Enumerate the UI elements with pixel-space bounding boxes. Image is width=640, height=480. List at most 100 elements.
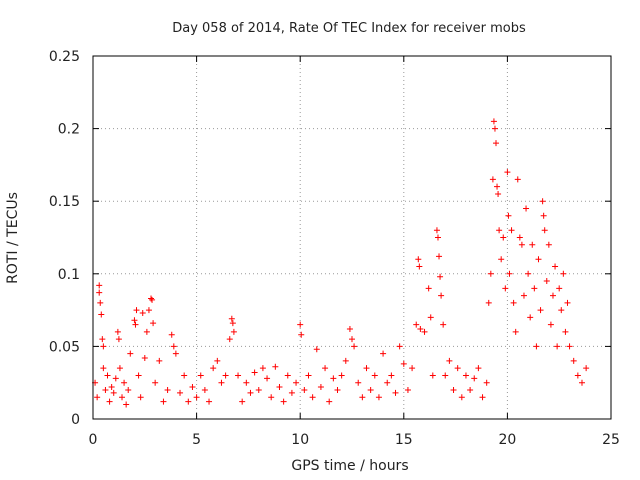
data-point — [148, 295, 155, 302]
data-point — [415, 256, 422, 263]
data-point — [150, 320, 157, 327]
data-point — [272, 363, 279, 370]
data-point — [189, 384, 196, 391]
data-point — [505, 212, 512, 219]
data-point — [96, 282, 103, 289]
data-point — [145, 307, 152, 314]
data-point — [230, 328, 237, 335]
data-point — [229, 320, 236, 327]
data-point — [438, 292, 445, 299]
data-point — [143, 328, 150, 335]
data-point — [137, 394, 144, 401]
data-point — [496, 227, 503, 234]
data-point — [305, 372, 312, 379]
data-point — [123, 401, 130, 408]
data-point — [518, 241, 525, 248]
data-point — [467, 386, 474, 393]
data-point — [119, 394, 126, 401]
data-point — [498, 256, 505, 263]
data-point — [427, 314, 434, 321]
data-point — [342, 357, 349, 364]
data-point — [108, 384, 115, 391]
x-tick-label: 25 — [602, 432, 620, 448]
data-point — [560, 270, 567, 277]
data-point — [99, 336, 106, 343]
y-tick-labels: 0 0.05 0.1 0.15 0.2 0.25 — [49, 49, 80, 428]
data-point — [284, 372, 291, 379]
data-point — [396, 343, 403, 350]
data-point — [493, 140, 500, 147]
data-point — [301, 386, 308, 393]
y-tick-label: 0.15 — [49, 194, 80, 210]
data-point — [334, 386, 341, 393]
data-point — [193, 394, 200, 401]
data-point — [485, 299, 492, 306]
data-point — [535, 256, 542, 263]
data-point — [475, 365, 482, 372]
data-point — [116, 365, 123, 372]
x-tick-label: 10 — [291, 432, 309, 448]
data-point — [541, 227, 548, 234]
data-point — [500, 234, 507, 241]
y-axis-label: ROTI / TECUs — [5, 192, 21, 284]
data-point — [564, 299, 571, 306]
data-point — [462, 372, 469, 379]
data-point — [388, 372, 395, 379]
data-point — [98, 311, 105, 318]
data-point — [539, 198, 546, 205]
data-point — [170, 343, 177, 350]
data-point — [102, 386, 109, 393]
data-point — [135, 372, 142, 379]
data-point — [355, 379, 362, 386]
data-point — [527, 314, 534, 321]
data-point — [326, 398, 333, 405]
data-point — [489, 176, 496, 183]
data-point — [222, 372, 229, 379]
data-point — [293, 379, 300, 386]
data-point — [502, 285, 509, 292]
data-point — [346, 325, 353, 332]
grid-lines — [93, 56, 611, 419]
data-point — [298, 331, 305, 338]
data-point — [280, 398, 287, 405]
data-point — [409, 365, 416, 372]
data-point — [330, 375, 337, 382]
data-point — [400, 360, 407, 367]
data-point — [525, 270, 532, 277]
data-point — [504, 169, 511, 176]
data-point — [450, 386, 457, 393]
data-point — [537, 307, 544, 314]
data-point — [491, 125, 498, 132]
x-tick-label: 5 — [192, 432, 201, 448]
data-point — [313, 346, 320, 353]
x-axis-label: GPS time / hours — [291, 458, 408, 474]
x-tick-labels: 0 5 10 15 20 25 — [89, 432, 620, 448]
data-point — [552, 263, 559, 270]
data-point — [125, 386, 132, 393]
data-point — [375, 394, 382, 401]
data-point — [255, 386, 262, 393]
data-point — [416, 263, 423, 270]
x-tick-label: 15 — [395, 432, 413, 448]
data-point — [133, 307, 140, 314]
data-point — [349, 336, 355, 343]
data-point — [425, 285, 432, 292]
x-tick-label: 20 — [498, 432, 516, 448]
data-point — [268, 394, 275, 401]
y-tick-label: 0.1 — [58, 267, 80, 283]
data-point — [417, 325, 424, 332]
data-point — [185, 398, 192, 405]
data-point — [359, 394, 366, 401]
data-point — [201, 386, 208, 393]
data-point — [106, 398, 113, 405]
data-point — [132, 321, 139, 328]
data-point — [440, 321, 447, 328]
data-point — [259, 365, 266, 372]
data-point — [494, 183, 501, 190]
data-points — [92, 118, 590, 408]
data-point — [479, 394, 486, 401]
data-point — [545, 241, 552, 248]
data-point — [172, 350, 179, 357]
data-point — [197, 372, 204, 379]
x-tick-label: 0 — [89, 432, 98, 448]
